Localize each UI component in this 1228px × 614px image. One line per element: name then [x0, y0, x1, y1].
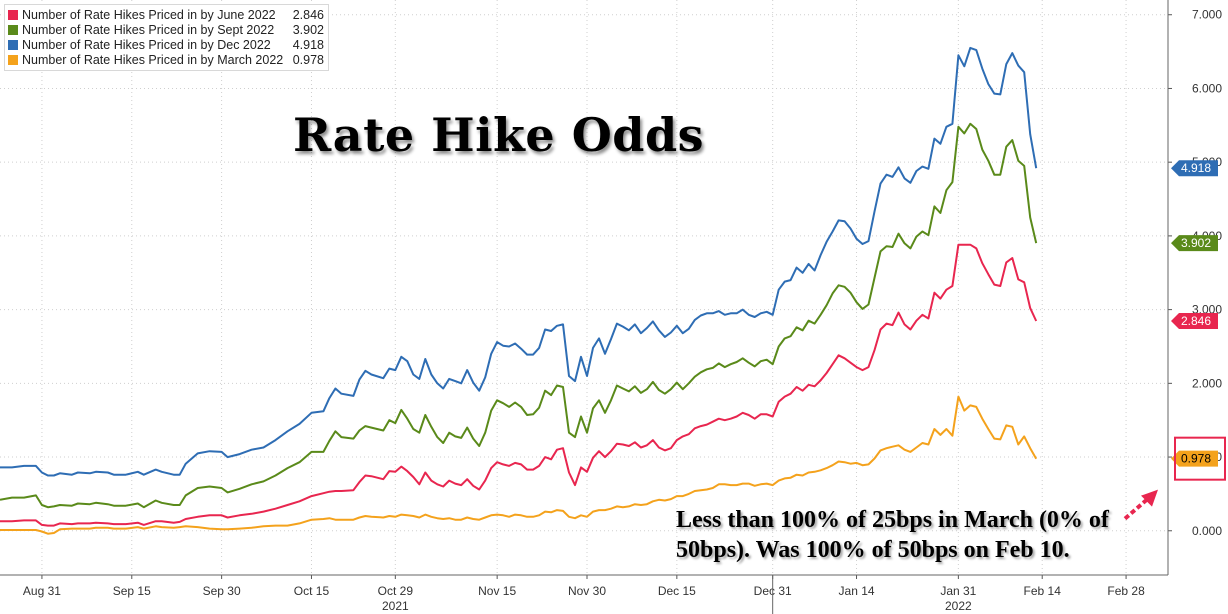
legend-swatch [8, 24, 18, 35]
legend: Number of Rate Hikes Priced in by June 2… [4, 4, 329, 71]
year-label: 2022 [945, 599, 972, 613]
x-tick-label: Feb 14 [1024, 584, 1062, 598]
last-value-badge [1171, 235, 1218, 252]
x-tick-label: Oct 29 [378, 584, 414, 598]
y-tick-label: 0.000 [1192, 524, 1222, 538]
grid [0, 0, 1168, 575]
legend-value: 0.978 [292, 52, 324, 67]
series-line [0, 243, 1038, 527]
x-tick-label: Aug 31 [23, 584, 61, 598]
y-tick-label: 6.000 [1192, 81, 1222, 95]
highlight-box [1174, 436, 1226, 481]
x-tick-label: Oct 15 [294, 584, 330, 598]
chart-title: Rate Hike Odds [293, 108, 705, 162]
last-value-tag: 3.902 [1171, 235, 1218, 252]
x-tick-label: Nov 15 [478, 584, 516, 598]
y-tick-label: 7.000 [1192, 8, 1222, 22]
legend-value: 3.902 [292, 22, 324, 37]
legend-label: Number of Rate Hikes Priced in by Sept 2… [22, 22, 275, 37]
last-value-tag: 0.978 [1171, 450, 1218, 467]
x-tick-label: Feb 28 [1107, 584, 1145, 598]
legend-swatch [8, 54, 18, 65]
last-value-labels: 4.918 3.902 2.846 0.978 [1123, 160, 1226, 521]
last-value-badge [1171, 160, 1218, 177]
legend-label: Number of Rate Hikes Priced in by Dec 20… [22, 37, 271, 52]
highlight-arrow-shaft [1123, 497, 1150, 521]
last-value-text: 2.846 [1181, 314, 1211, 328]
legend-value: 2.846 [292, 7, 324, 22]
y-tick-label: 2.000 [1192, 376, 1222, 390]
x-tick-label: Sep 15 [113, 584, 151, 598]
last-value-text: 3.902 [1181, 236, 1211, 250]
legend-label: Number of Rate Hikes Priced in by March … [22, 52, 284, 67]
x-tick-label: Jan 14 [839, 584, 875, 598]
x-tick-label: Dec 15 [658, 584, 696, 598]
x-tick-label: Sep 30 [203, 584, 241, 598]
series-line [0, 46, 1038, 477]
highlight-arrow-head [1141, 489, 1158, 507]
annotation-line-1: Less than 100% of 25bps in March (0% of [676, 507, 1109, 533]
annotation-line-2: 50bps). Was 100% of 50bps on Feb 10. [676, 537, 1070, 563]
series-line [0, 395, 1038, 535]
legend-swatch [8, 9, 18, 20]
series-lines [0, 46, 1038, 535]
last-value-tag: 4.918 [1171, 160, 1218, 177]
legend-label: Number of Rate Hikes Priced in by June 2… [22, 7, 276, 22]
last-value-tag: 2.846 [1171, 312, 1218, 329]
year-label: 2021 [382, 599, 409, 613]
legend-item-sept: Number of Rate Hikes Priced in by Sept 2… [8, 22, 324, 37]
series-line [0, 122, 1038, 509]
last-value-badge [1171, 450, 1218, 467]
x-tick-label: Jan 31 [940, 584, 976, 598]
legend-item-dec: Number of Rate Hikes Priced in by Dec 20… [8, 37, 324, 52]
last-value-text: 4.918 [1181, 161, 1211, 175]
last-value-text: 0.978 [1181, 452, 1211, 466]
legend-item-march: Number of Rate Hikes Priced in by March … [8, 52, 324, 67]
legend-swatch [8, 39, 18, 50]
annotation-text: Less than 100% of 25bps in March (0% of … [676, 505, 1109, 565]
legend-item-june: Number of Rate Hikes Priced in by June 2… [8, 7, 324, 22]
x-tick-label: Nov 30 [568, 584, 606, 598]
last-value-badge [1171, 312, 1218, 329]
legend-value: 4.918 [292, 37, 324, 52]
